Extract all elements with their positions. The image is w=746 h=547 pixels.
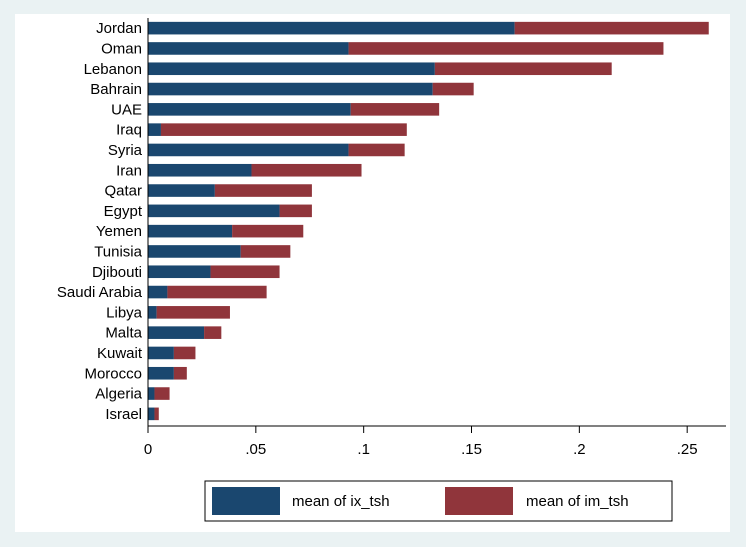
legend-swatch-ix-tsh (212, 487, 280, 515)
category-label: Algeria (95, 386, 142, 403)
axes-layer: 0 .05 .1 .15 .2 .25 (144, 18, 726, 458)
bar-im-tsh-djibouti (210, 265, 280, 279)
category-label: Tunisia (94, 243, 142, 260)
bar-im-tsh-iraq (160, 123, 407, 136)
category-label: Djibouti (92, 264, 142, 281)
bar-ix-tsh-iraq (148, 123, 161, 136)
bar-ix-tsh-iran (148, 163, 252, 177)
bar-ix-tsh-kuwait (148, 346, 174, 360)
bar-im-tsh-syria (348, 143, 405, 157)
bar-ix-tsh-egypt (148, 204, 280, 218)
bar-ix-tsh-djibouti (148, 265, 211, 279)
x-tick-label: .1 (357, 441, 370, 458)
bar-ix-tsh-morocco (148, 366, 174, 380)
bar-ix-tsh-oman (148, 42, 349, 55)
x-tick-label: .05 (245, 441, 266, 458)
bar-im-tsh-bahrain (432, 82, 474, 96)
category-labels: Jordan Oman Lebanon Bahrain UAE Iraq Syria Iran… (57, 20, 143, 423)
bar-ix-tsh-qatar (148, 184, 215, 197)
category-label: Israel (105, 406, 142, 423)
category-label: Lebanon (84, 61, 142, 78)
category-label: Saudi Arabia (57, 284, 143, 301)
bar-im-tsh-uae (350, 103, 440, 116)
x-tick-label: .2 (573, 441, 586, 458)
category-label: UAE (111, 101, 142, 118)
bar-ix-tsh-saudi-arabia (148, 285, 168, 299)
legend: mean of ix_tsh mean of im_tsh (204, 480, 673, 522)
bar-im-tsh-algeria (154, 387, 170, 400)
category-label: Egypt (104, 203, 143, 220)
bar-ix-tsh-bahrain (148, 82, 433, 96)
bar-im-tsh-oman (348, 42, 664, 55)
category-label: Yemen (96, 223, 142, 240)
x-tick-label: .15 (461, 441, 482, 458)
category-label: Jordan (96, 20, 142, 37)
category-label: Morocco (84, 365, 142, 382)
bar-im-tsh-tunisia (240, 245, 291, 258)
bar-im-tsh-libya (156, 306, 230, 319)
bar-ix-tsh-syria (148, 143, 349, 157)
bar-ix-tsh-malta (148, 326, 205, 339)
bar-im-tsh-kuwait (173, 346, 196, 360)
bar-im-tsh-jordan (514, 21, 709, 35)
bar-im-tsh-qatar (214, 184, 312, 197)
category-label: Oman (101, 40, 142, 57)
x-tick-label: .25 (677, 441, 698, 458)
category-label: Qatar (104, 183, 142, 200)
bar-im-tsh-yemen (232, 224, 304, 238)
legend-box (204, 480, 673, 522)
bar-ix-tsh-yemen (148, 224, 233, 238)
bar-im-tsh-morocco (173, 366, 187, 380)
category-label: Syria (108, 142, 143, 159)
category-label: Libya (106, 304, 143, 321)
bar-im-tsh-malta (204, 326, 222, 339)
legend-label-ix-tsh: mean of ix_tsh (292, 493, 390, 510)
bar-ix-tsh-algeria (148, 387, 155, 400)
bar-im-tsh-saudi-arabia (167, 285, 267, 299)
bar-im-tsh-lebanon (434, 62, 612, 76)
category-label: Iran (116, 162, 142, 179)
legend-swatch-im-tsh (445, 487, 513, 515)
bar-ix-tsh-lebanon (148, 62, 435, 76)
bar-im-tsh-israel (154, 407, 159, 421)
category-label: Kuwait (97, 345, 143, 362)
bar-im-tsh-egypt (279, 204, 312, 218)
bar-ix-tsh-israel (148, 407, 155, 421)
category-label: Malta (105, 325, 142, 342)
bar-im-tsh-iran (251, 163, 362, 177)
bar-ix-tsh-jordan (148, 21, 515, 35)
bar-ix-tsh-tunisia (148, 245, 241, 258)
bar-ix-tsh-uae (148, 103, 351, 116)
category-label: Iraq (116, 122, 142, 139)
bars-layer (148, 21, 709, 421)
x-tick-label: 0 (144, 441, 152, 458)
plot-panel (15, 14, 730, 532)
bar-ix-tsh-libya (148, 306, 157, 319)
category-label: Bahrain (90, 81, 142, 98)
legend-label-im-tsh: mean of im_tsh (526, 493, 629, 510)
